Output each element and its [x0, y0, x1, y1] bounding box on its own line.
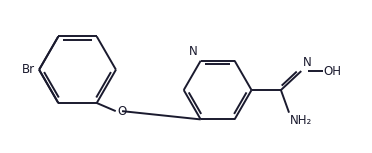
Text: O: O — [118, 105, 127, 118]
Text: N: N — [189, 45, 198, 58]
Text: N: N — [302, 56, 311, 69]
Text: Br: Br — [22, 63, 35, 76]
Text: NH₂: NH₂ — [290, 114, 312, 127]
Text: OH: OH — [324, 65, 342, 78]
